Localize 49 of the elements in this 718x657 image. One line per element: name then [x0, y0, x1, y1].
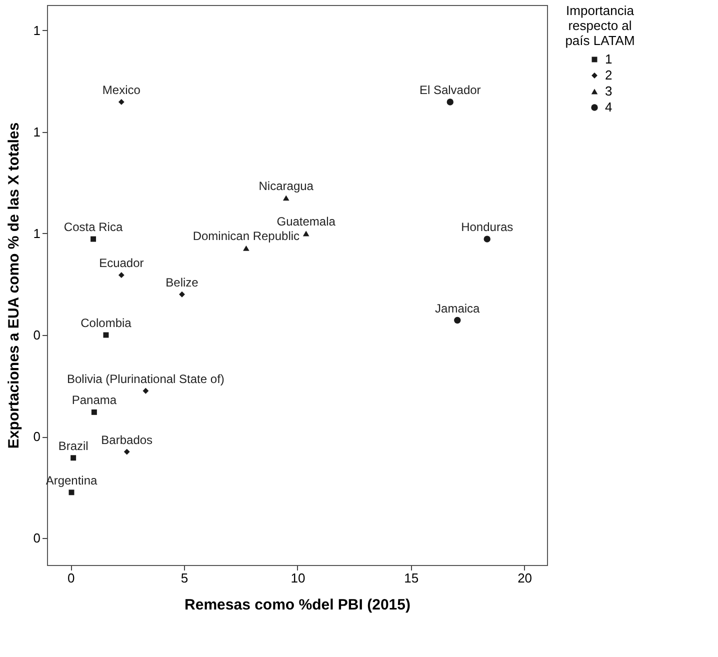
x-tick-label: 5 — [180, 570, 188, 586]
legend-label: 1 — [605, 52, 612, 66]
point — [70, 455, 76, 461]
y-tick-label: 1 — [33, 22, 40, 38]
point — [118, 99, 124, 105]
point — [446, 98, 454, 106]
x-tick-label: 20 — [518, 570, 532, 586]
point — [282, 195, 290, 201]
point — [124, 448, 130, 455]
point — [179, 291, 185, 298]
annotation: Bolivia (Plurinational State of) — [66, 372, 224, 386]
point — [103, 332, 109, 338]
x-tick-label: 0 — [67, 570, 75, 586]
legend-title: Importancia respecto al país LATAM — [565, 3, 635, 48]
y-tick-label: 0 — [33, 429, 40, 444]
annotation: Barbados — [101, 432, 153, 447]
annotation: Nicaragua — [258, 178, 314, 193]
legend-label: 2 — [605, 68, 612, 82]
annotation: Ecuador — [99, 256, 144, 270]
annotation: El Salvador — [419, 82, 481, 97]
x-axis-title: Remesas como %del PBI (2015) — [184, 596, 410, 614]
annotation: Belize — [166, 275, 199, 290]
annotation: Jamaica — [435, 301, 480, 316]
annotation: Dominican Republic — [192, 229, 300, 244]
annotation: Honduras — [461, 220, 514, 234]
y-tick-label: 1 — [33, 226, 40, 241]
point — [302, 230, 310, 236]
annotation: Colombia — [80, 316, 132, 330]
annotation: Guatemala — [276, 214, 336, 228]
point — [91, 409, 97, 415]
annotation: Mexico — [102, 82, 141, 97]
annotation: Brazil — [58, 438, 88, 453]
x-tick-label: 10 — [290, 570, 306, 586]
point — [142, 388, 149, 394]
y-tick-label: 1 — [33, 124, 40, 140]
point — [118, 272, 124, 278]
annotation: Costa Rica — [64, 220, 123, 234]
point — [90, 236, 96, 242]
y-tick-label: 0 — [33, 530, 40, 546]
legend-label: 4 — [605, 100, 612, 114]
x-tick-label: 15 — [404, 570, 419, 586]
point — [243, 245, 250, 251]
y-tick-label: 0 — [33, 328, 40, 343]
point — [454, 316, 461, 324]
y-axis-title: Exportaciones a EUA como % de las X totales — [5, 122, 22, 449]
annotation: Panama — [72, 393, 117, 408]
legend-label: 3 — [605, 84, 612, 98]
point — [68, 490, 74, 496]
point — [484, 236, 490, 242]
